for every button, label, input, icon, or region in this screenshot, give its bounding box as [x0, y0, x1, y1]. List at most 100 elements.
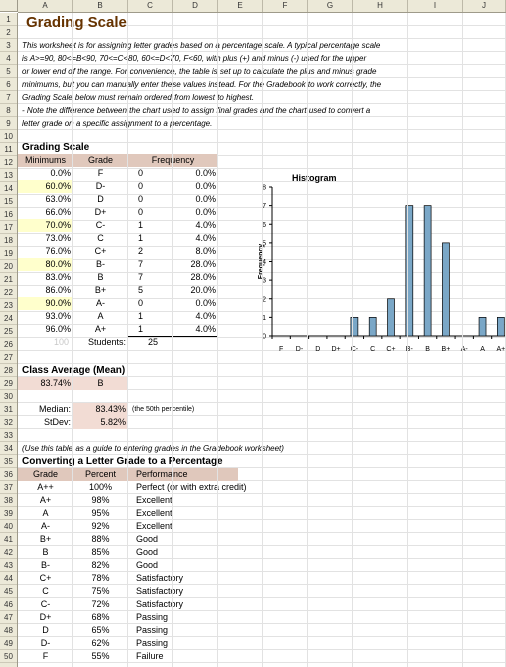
- students-label[interactable]: Students:: [88, 337, 127, 347]
- scale-min-cell[interactable]: 80.0%: [18, 258, 73, 271]
- row-header-31[interactable]: 31: [0, 403, 17, 416]
- conversion-performance-cell[interactable]: Good: [136, 547, 159, 557]
- minimums-header[interactable]: Minimums: [18, 154, 73, 167]
- conversion-percent-cell[interactable]: 75%: [91, 586, 110, 596]
- row-header-12[interactable]: 12: [0, 156, 17, 169]
- class-average-heading[interactable]: Class Average (Mean): [22, 365, 126, 376]
- scale-percent-cell[interactable]: 0.0%: [195, 181, 216, 191]
- conversion-grade-cell[interactable]: B-: [41, 560, 50, 570]
- class-average-value[interactable]: 83.74%: [18, 377, 73, 390]
- scale-min-cell[interactable]: 83.0%: [45, 272, 71, 282]
- row-header-40[interactable]: 40: [0, 520, 17, 533]
- scale-count-cell[interactable]: 7: [138, 259, 144, 269]
- row-header-4[interactable]: 4: [0, 52, 17, 65]
- intro-line-2[interactable]: is A>=90, 80<=B<90, 70<=C<80, 60<=D<70, …: [22, 54, 367, 63]
- scale-count-cell[interactable]: 0: [138, 298, 144, 308]
- conversion-performance-cell[interactable]: Failure: [136, 651, 164, 661]
- row-header-23[interactable]: 23: [0, 299, 17, 312]
- scale-count-cell[interactable]: 0: [138, 194, 144, 204]
- conversion-grade-cell[interactable]: B+: [39, 534, 52, 544]
- conversion-percent-cell[interactable]: 72%: [91, 599, 110, 609]
- conversion-percent-cell[interactable]: 55%: [91, 651, 110, 661]
- intro-line-5[interactable]: Grading Scale below must remain ordered …: [22, 93, 255, 102]
- column-header-i[interactable]: I: [408, 0, 463, 12]
- scale-count-cell[interactable]: 7: [138, 272, 144, 282]
- intro-line-7[interactable]: letter grade on a specific assignment to…: [22, 119, 213, 128]
- scale-grade-cell[interactable]: F: [97, 168, 104, 178]
- conversion-performance-header[interactable]: Performance: [128, 468, 238, 481]
- scale-grade-cell[interactable]: B-: [96, 259, 105, 269]
- class-average-grade[interactable]: B: [73, 377, 128, 390]
- row-header-42[interactable]: 42: [0, 546, 17, 559]
- row-header-38[interactable]: 38: [0, 494, 17, 507]
- conversion-grade-cell[interactable]: F: [42, 651, 49, 661]
- column-header-c[interactable]: C: [128, 0, 173, 12]
- row-header-1[interactable]: 1: [0, 13, 17, 26]
- scale-grade-cell[interactable]: D+: [94, 207, 107, 217]
- scale-percent-cell[interactable]: 8.0%: [195, 246, 216, 256]
- conversion-percent-cell[interactable]: 88%: [91, 534, 110, 544]
- scale-percent-cell[interactable]: 0.0%: [195, 194, 216, 204]
- scale-grade-cell[interactable]: D: [97, 194, 104, 204]
- students-count[interactable]: 25: [148, 337, 159, 347]
- scale-percent-cell[interactable]: 4.0%: [195, 324, 216, 334]
- scale-percent-cell[interactable]: 28.0%: [190, 259, 216, 269]
- scale-grade-cell[interactable]: C-: [95, 220, 106, 230]
- sheet-title[interactable]: Grading Scale: [26, 14, 127, 31]
- scale-grade-cell[interactable]: B: [97, 272, 104, 282]
- scale-percent-cell[interactable]: 28.0%: [190, 272, 216, 282]
- conversion-percent-cell[interactable]: 82%: [91, 560, 110, 570]
- column-header-e[interactable]: E: [218, 0, 263, 12]
- conversion-percent-cell[interactable]: 100%: [88, 482, 113, 492]
- scale-count-cell[interactable]: 0: [138, 181, 144, 191]
- intro-line-4[interactable]: minimums, but you can manually enter the…: [22, 80, 382, 89]
- row-header-2[interactable]: 2: [0, 26, 17, 39]
- scale-grade-cell[interactable]: A-: [96, 298, 105, 308]
- row-header-30[interactable]: 30: [0, 390, 17, 403]
- scale-count-cell[interactable]: 0: [138, 207, 144, 217]
- grade-header[interactable]: Grade: [73, 154, 128, 167]
- scale-percent-cell[interactable]: 4.0%: [195, 311, 216, 321]
- faded-cell[interactable]: 100: [53, 337, 69, 347]
- row-header-20[interactable]: 20: [0, 260, 17, 273]
- conversion-grade-cell[interactable]: A+: [39, 495, 52, 505]
- conversion-grade-cell[interactable]: C-: [40, 599, 51, 609]
- row-header-27[interactable]: 27: [0, 351, 17, 364]
- row-header-44[interactable]: 44: [0, 572, 17, 585]
- column-header-b[interactable]: B: [73, 0, 128, 12]
- conversion-grade-cell[interactable]: A-: [41, 521, 50, 531]
- scale-percent-cell[interactable]: 4.0%: [195, 233, 216, 243]
- row-header-41[interactable]: 41: [0, 533, 17, 546]
- scale-grade-cell[interactable]: A+: [94, 324, 107, 334]
- row-header-9[interactable]: 9: [0, 117, 17, 130]
- scale-count-cell[interactable]: 1: [138, 220, 144, 230]
- row-header-34[interactable]: 34: [0, 442, 17, 455]
- conversion-performance-cell[interactable]: Excellent: [136, 495, 173, 505]
- conversion-performance-cell[interactable]: Satisfactory: [136, 586, 184, 596]
- row-header-22[interactable]: 22: [0, 286, 17, 299]
- scale-percent-cell[interactable]: 0.0%: [195, 298, 216, 308]
- column-header-d[interactable]: D: [173, 0, 218, 12]
- row-header-18[interactable]: 18: [0, 234, 17, 247]
- scale-percent-cell[interactable]: 20.0%: [190, 285, 216, 295]
- scale-percent-cell[interactable]: 0.0%: [195, 207, 216, 217]
- conversion-grade-cell[interactable]: D: [42, 625, 49, 635]
- column-header-g[interactable]: G: [308, 0, 353, 12]
- scale-min-cell[interactable]: 66.0%: [45, 207, 71, 217]
- conversion-grade-cell[interactable]: D-: [40, 638, 51, 648]
- row-header-46[interactable]: 46: [0, 598, 17, 611]
- conversion-heading[interactable]: Converting a Letter Grade to a Percentag…: [22, 456, 223, 467]
- scale-min-cell[interactable]: 96.0%: [45, 324, 71, 334]
- row-header-39[interactable]: 39: [0, 507, 17, 520]
- scale-grade-cell[interactable]: A: [97, 311, 104, 321]
- row-header-17[interactable]: 17: [0, 221, 17, 234]
- scale-min-cell[interactable]: 93.0%: [45, 311, 71, 321]
- scale-count-cell[interactable]: 0: [138, 168, 144, 178]
- grading-scale-heading[interactable]: Grading Scale: [22, 142, 90, 153]
- gradebook-note[interactable]: (Use this table as a guide to entering g…: [22, 444, 284, 453]
- scale-min-cell[interactable]: 0.0%: [50, 168, 71, 178]
- intro-line-6[interactable]: - Note the difference between the chart …: [22, 106, 371, 115]
- scale-count-cell[interactable]: 2: [138, 246, 144, 256]
- row-header-26[interactable]: 26: [0, 338, 17, 351]
- scale-grade-cell[interactable]: B+: [94, 285, 107, 295]
